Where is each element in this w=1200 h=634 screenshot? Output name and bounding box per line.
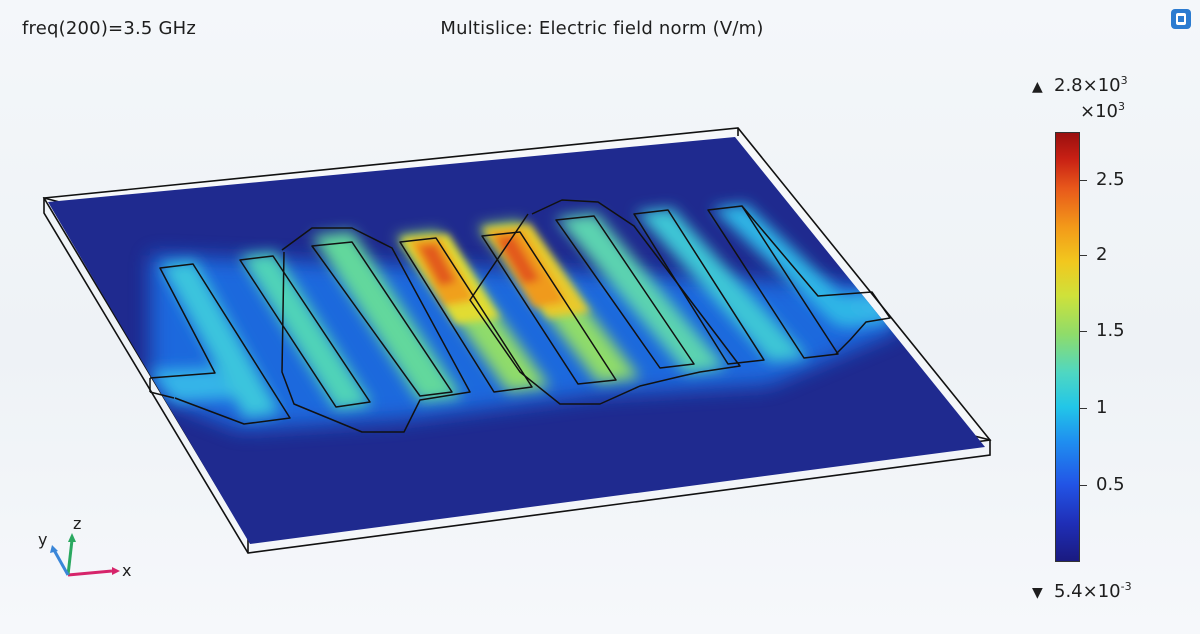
colorbar-tick xyxy=(1080,180,1087,181)
plot-title: Multislice: Electric field norm (V/m) xyxy=(440,18,764,39)
colorbar xyxy=(1055,132,1080,562)
resonator-outline xyxy=(149,199,891,433)
frequency-label: freq(200)=3.5 GHz xyxy=(22,18,197,39)
colorbar-tick-label: 2 xyxy=(1096,244,1108,265)
colorbar-multiplier: ×103 xyxy=(1080,100,1125,122)
y-axis-label: y xyxy=(38,530,48,549)
colorbar-tick-label: 0.5 xyxy=(1096,474,1125,495)
colorbar-tick xyxy=(1080,485,1087,486)
z-axis-label: z xyxy=(73,514,82,533)
colorbar-tick xyxy=(1080,255,1087,256)
colorbar-min-label: ▼ 5.4×10-3 xyxy=(1032,580,1132,602)
field-distribution xyxy=(150,204,900,430)
triangle-down-icon: ▼ xyxy=(1032,585,1043,601)
colorbar-tick xyxy=(1080,408,1087,409)
colorbar-max-label: ▲ 2.8×103 xyxy=(1032,74,1128,96)
colorbar-tick-label: 1 xyxy=(1096,397,1108,418)
colorbar-tick-label: 1.5 xyxy=(1096,320,1125,341)
x-axis-label: x xyxy=(122,561,132,580)
axes-triad xyxy=(50,533,120,577)
colorbar-tick-label: 2.5 xyxy=(1096,169,1125,190)
triangle-up-icon: ▲ xyxy=(1032,79,1043,95)
app-logo-icon[interactable] xyxy=(1170,8,1192,30)
colorbar-tick xyxy=(1080,331,1087,332)
